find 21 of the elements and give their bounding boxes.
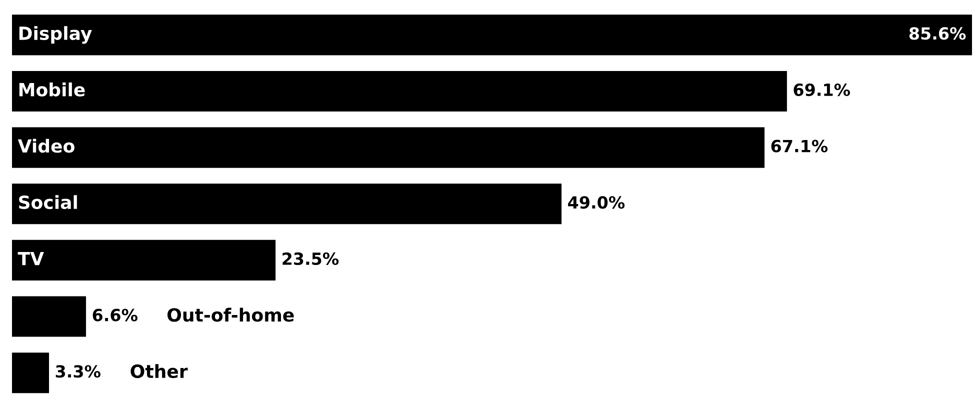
bar xyxy=(12,296,86,337)
y-tick-label: Out-of-home xyxy=(167,308,294,322)
y-tick-label: Display xyxy=(19,26,92,44)
bar xyxy=(12,70,787,112)
y-tick-label: Mobile xyxy=(19,82,85,96)
data-label: 49.0% xyxy=(568,196,625,209)
y-tick-label: TV xyxy=(18,252,44,266)
bar xyxy=(12,14,972,56)
bar xyxy=(12,127,765,168)
data-label: 67.1% xyxy=(771,140,828,152)
bar xyxy=(12,184,562,224)
data-label: 85.6% xyxy=(909,27,966,40)
y-tick-label: Other xyxy=(130,364,188,378)
data-label: 3.3% xyxy=(56,365,100,378)
data-label: 69.1% xyxy=(794,83,850,96)
y-tick-label: Video xyxy=(18,138,74,153)
bar xyxy=(12,240,276,280)
data-label: 6.6% xyxy=(92,308,138,322)
bar xyxy=(12,352,50,394)
data-label: 23.5% xyxy=(282,252,339,266)
y-tick-label: Social xyxy=(19,195,77,210)
